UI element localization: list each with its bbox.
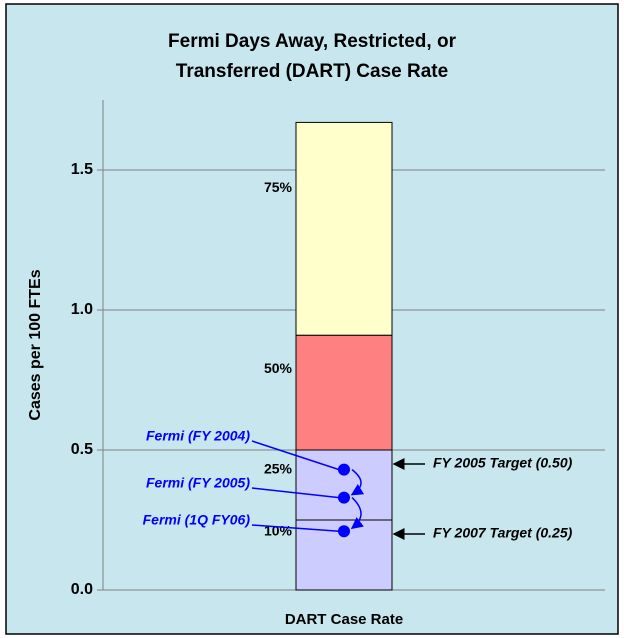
chart-title: Transferred (DART) Case Rate — [176, 61, 448, 82]
y-tick-label: 0.5 — [71, 441, 93, 458]
point-label: Fermi (1Q FY06) — [143, 512, 251, 528]
bar-segment — [295, 121, 393, 336]
y-tick-label: 0.0 — [71, 581, 93, 598]
target-label: FY 2005 Target (0.50) — [433, 455, 573, 471]
leader-line — [251, 487, 340, 499]
point-label: Fermi (FY 2005) — [146, 475, 250, 491]
trend-arrow — [350, 469, 365, 496]
y-tick-label: 1.0 — [71, 301, 93, 318]
bar-segment — [295, 334, 393, 451]
leader-line — [251, 440, 340, 471]
segment-label: 50% — [264, 360, 293, 376]
target-label: FY 2007 Target (0.25) — [433, 525, 573, 541]
trend-arrow — [350, 497, 364, 530]
segment-label: 10% — [264, 523, 293, 539]
x-tick-label: DART Case Rate — [285, 611, 403, 628]
point — [338, 491, 350, 504]
y-tick-label: 1.5 — [71, 161, 93, 178]
bar-segment — [295, 449, 393, 521]
point-label: Fermi (FY 2004) — [146, 428, 250, 444]
y-axis-label: Cases per 100 FTEs — [27, 269, 44, 420]
segment-label: 75% — [264, 179, 293, 195]
point — [338, 463, 350, 476]
segment-label: 25% — [264, 461, 293, 477]
chart-title: Fermi Days Away, Restricted, or — [168, 31, 457, 52]
point — [338, 525, 350, 538]
leader-line — [251, 524, 340, 532]
